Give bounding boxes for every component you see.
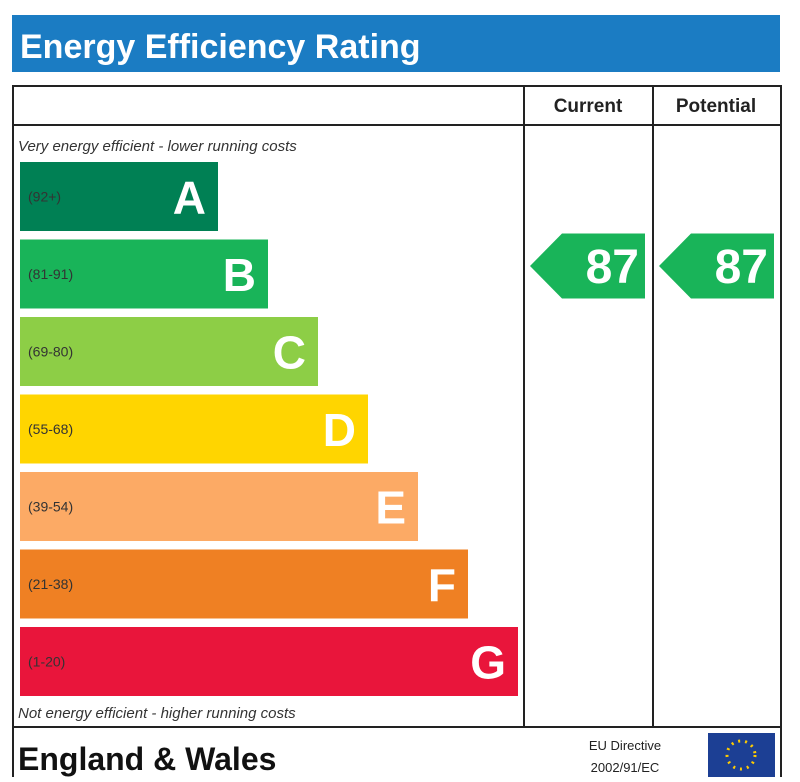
directive: EU Directive: [589, 738, 661, 753]
eu-flag: [708, 733, 775, 777]
rating-arrow: [659, 233, 774, 299]
column-header: Potential: [676, 96, 756, 117]
title-bar: [12, 15, 780, 72]
band-range: (92+): [28, 189, 61, 205]
band-bar: [20, 162, 218, 231]
band-bar: [20, 472, 418, 541]
band-bar: [20, 239, 268, 309]
frame: [12, 85, 782, 782]
rating-value: 87: [586, 241, 639, 294]
rating-value: 87: [715, 241, 768, 294]
band-range: (1-20): [28, 654, 65, 670]
band-bar: [20, 549, 468, 619]
column-header: Current: [554, 96, 623, 117]
band-bar: [20, 627, 518, 696]
band-letter: B: [223, 249, 256, 301]
title: Energy Efficiency Rating: [20, 28, 421, 66]
band-bar: [20, 317, 318, 386]
top-note: Very energy efficient - lower running co…: [18, 138, 297, 155]
band-range: (55-68): [28, 421, 73, 437]
bottom-note: Not energy efficient - higher running co…: [18, 705, 296, 722]
band-range: (69-80): [28, 344, 73, 360]
band-bar: [20, 394, 368, 464]
directive: 2002/91/EC: [591, 760, 660, 775]
band-letter: A: [173, 172, 206, 224]
band-range: (81-91): [28, 266, 73, 282]
rating-arrow: [530, 233, 645, 299]
band-letter: C: [273, 327, 306, 379]
band-range: (21-38): [28, 576, 73, 592]
band-letter: G: [470, 637, 506, 689]
band-letter: F: [428, 559, 456, 611]
band-range: (39-54): [28, 499, 73, 515]
band-letter: D: [323, 404, 356, 456]
region: England & Wales: [18, 741, 276, 777]
band-letter: E: [375, 482, 406, 534]
